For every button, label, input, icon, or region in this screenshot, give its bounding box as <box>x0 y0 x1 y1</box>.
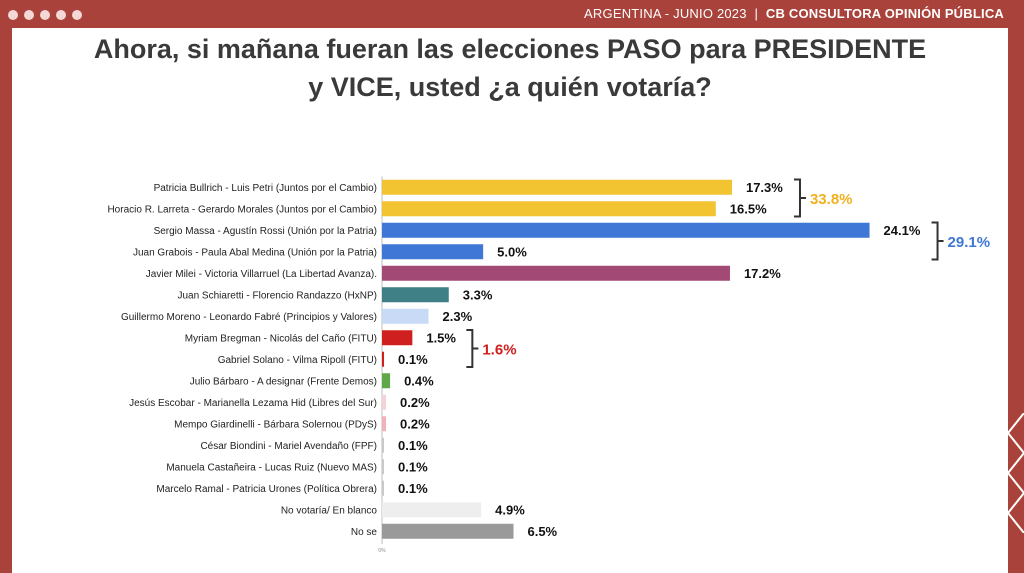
value-label: 6.5% <box>527 524 557 539</box>
category-label: Gabriel Solano - Vilma Ripoll (FITU) <box>218 355 377 366</box>
chart-title: Ahora, si mañana fueran las elecciones P… <box>0 30 1020 106</box>
chart-title-line-1: Ahora, si mañana fueran las elecciones P… <box>93 34 927 64</box>
bar <box>382 330 413 346</box>
category-label: Javier Milei - Victoria Villarruel (La L… <box>146 269 377 280</box>
bar <box>382 287 449 303</box>
category-label: César Biondini - Mariel Avendaño (FPF) <box>200 441 377 452</box>
category-label: Horacio R. Larreta - Gerardo Morales (Ju… <box>107 204 377 215</box>
chart-panel <box>12 28 1008 573</box>
header-country: ARGENTINA <box>584 6 661 21</box>
bar <box>382 416 387 432</box>
bar <box>382 459 385 475</box>
value-label: 0.1% <box>398 352 428 367</box>
group-total-label: 29.1% <box>948 234 991 251</box>
header-source: ARGENTINA - JUNIO 2023 | CB CONSULTORA O… <box>584 6 1004 21</box>
bar <box>382 244 484 260</box>
top-bar: ARGENTINA - JUNIO 2023 | CB CONSULTORA O… <box>0 0 1024 28</box>
bar <box>382 351 385 367</box>
value-label: 16.5% <box>730 201 767 216</box>
header-source-name: CB CONSULTORA OPINIÓN PÚBLICA <box>765 6 1004 21</box>
value-label: 24.1% <box>884 223 921 238</box>
header-separator: | <box>754 6 759 21</box>
category-label: Jesús Escobar - Marianella Lezama Hid (L… <box>129 398 377 409</box>
bar <box>382 308 429 324</box>
value-label: 0.2% <box>400 416 430 431</box>
decorative-diamonds <box>1008 413 1024 533</box>
category-label: Patricia Bullrich - Luis Petri (Juntos p… <box>154 183 377 194</box>
category-label: Juan Grabois - Paula Abal Medina (Unión … <box>133 247 377 258</box>
category-label: Guillermo Moreno - Leonardo Fabré (Princ… <box>121 312 377 323</box>
value-label: 17.2% <box>744 266 781 281</box>
bar <box>382 523 514 539</box>
category-label: Mempo Giardinelli - Bárbara Solernou (PD… <box>174 419 377 430</box>
header-date: - JUNIO 2023 <box>664 6 747 21</box>
bar <box>382 201 716 217</box>
value-label: 0.1% <box>398 481 428 496</box>
category-label: Manuela Castañeira - Lucas Ruiz (Nuevo M… <box>166 462 377 473</box>
bar <box>382 480 385 496</box>
group-total-label: 33.8% <box>810 191 853 208</box>
value-label: 0.2% <box>400 395 430 410</box>
value-label: 3.3% <box>463 287 493 302</box>
value-label: 0.4% <box>404 373 434 388</box>
group-bracket <box>793 178 806 218</box>
bar <box>382 373 391 389</box>
bar <box>382 222 870 238</box>
value-label: 1.5% <box>426 330 456 345</box>
category-label: Marcelo Ramal - Patricia Urones (Polític… <box>156 484 377 495</box>
dot-icon <box>8 10 18 20</box>
chart-title-line-2: y VICE, usted ¿a quién votaría? <box>308 72 712 102</box>
value-label: 17.3% <box>746 180 783 195</box>
value-label: 5.0% <box>497 244 527 259</box>
bar <box>382 265 730 281</box>
category-label: Julio Bárbaro - A designar (Frente Demos… <box>190 376 377 387</box>
dot-icon <box>72 10 82 20</box>
value-label: 2.3% <box>443 309 473 324</box>
dot-icon <box>56 10 66 20</box>
group-total-label: 1.6% <box>482 342 516 359</box>
category-label: No votaría/ En blanco <box>281 505 378 516</box>
bar <box>382 179 732 195</box>
category-label: Juan Schiaretti - Florencio Randazzo (Hx… <box>177 290 377 301</box>
group-bracket <box>466 329 479 368</box>
category-label: No se <box>351 527 378 538</box>
category-label: Sergio Massa - Agustín Rossi (Unión por … <box>154 226 377 237</box>
value-label: 0.1% <box>398 438 428 453</box>
value-label: 0.1% <box>398 459 428 474</box>
x-axis-tick-label: 0% <box>378 548 386 554</box>
bar <box>382 394 387 410</box>
decorative-dots <box>8 10 82 20</box>
dot-icon <box>40 10 50 20</box>
dot-icon <box>24 10 34 20</box>
value-label: 4.9% <box>495 502 525 517</box>
bar <box>382 437 385 453</box>
bar <box>382 502 482 518</box>
group-bracket <box>931 221 944 261</box>
category-label: Myriam Bregman - Nicolás del Caño (FITU) <box>185 333 377 344</box>
